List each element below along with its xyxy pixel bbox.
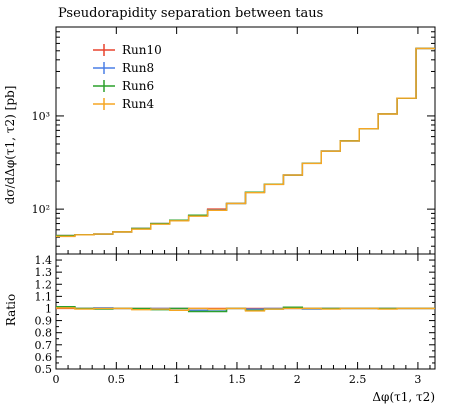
ratio-y-tick-label: 0.6 [35, 351, 53, 364]
x-tick-label: 0 [53, 373, 60, 386]
x-tick-label: 0.5 [108, 373, 126, 386]
x-tick-label: 2 [294, 373, 301, 386]
main-y-tick-label: 10² [32, 203, 50, 216]
ratio-y-tick-label: 0.8 [35, 327, 53, 340]
main-y-axis-label: dσ/dΔφ(τ1, τ2) [pb] [3, 86, 17, 205]
ratio-y-tick-label: 1 [45, 302, 52, 315]
legend-label: Run6 [122, 79, 154, 93]
x-axis-label: Δφ(τ1, τ2) [372, 390, 435, 404]
main-series-line-run4 [56, 48, 435, 236]
chart-title: Pseudorapidity separation between taus [58, 6, 323, 21]
legend-label: Run10 [122, 43, 162, 57]
x-tick-label: 1.5 [228, 373, 246, 386]
main-series-line-run6 [56, 48, 435, 235]
ratio-y-axis-label: Ratio [4, 294, 18, 326]
main-series-line-run8 [56, 48, 435, 235]
ratio-plot-panel: 0 0.5 1 1.5 2 2.5 30.50.60.70.80.911.11.21.31.… [35, 254, 436, 386]
ratio-y-tick-label: 1.2 [35, 278, 53, 291]
ratio-y-tick-label: 1.1 [35, 290, 53, 303]
legend-label: Run8 [122, 61, 154, 75]
x-tick-label: 1 [173, 373, 180, 386]
legend: Run10 Run8 Run6 Run4 [93, 43, 162, 111]
ratio-y-tick-label: 0.7 [35, 339, 53, 352]
x-tick-label: 3 [414, 373, 421, 386]
main-plot-frame [56, 27, 435, 254]
main-series-line-run10 [56, 48, 435, 235]
ratio-y-tick-label: 1.3 [35, 266, 53, 279]
ratio-y-tick-label: 0.5 [35, 363, 53, 376]
ratio-y-tick-label: 1.4 [35, 254, 53, 267]
main-plot-panel: 10² 10³ [32, 27, 435, 254]
main-y-tick-label: 10³ [32, 110, 50, 123]
ratio-y-tick-label: 0.9 [35, 315, 53, 328]
x-tick-label: 2.5 [349, 373, 367, 386]
legend-label: Run4 [122, 97, 154, 111]
